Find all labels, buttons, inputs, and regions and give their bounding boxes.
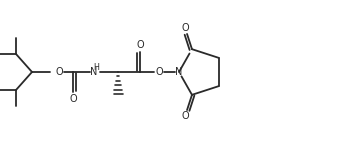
Text: O: O (55, 67, 63, 77)
Text: O: O (136, 40, 144, 50)
Text: H: H (93, 62, 99, 72)
Text: O: O (155, 67, 163, 77)
Text: O: O (181, 23, 189, 33)
Text: N: N (90, 67, 98, 77)
Text: N: N (175, 67, 183, 77)
Text: O: O (181, 111, 189, 121)
Text: O: O (69, 94, 77, 104)
